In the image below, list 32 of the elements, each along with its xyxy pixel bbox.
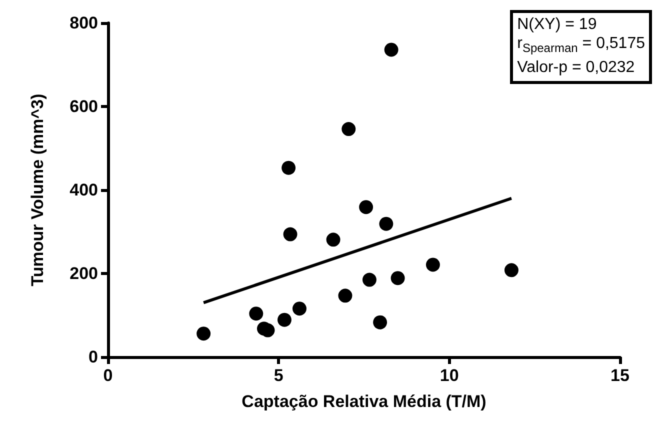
y-axis-title: Tumour Volume (mm^3) [28,94,47,286]
point [338,288,352,303]
point [342,122,356,136]
point [359,200,374,214]
point [260,323,275,338]
annotation: N(XY) = 19 [517,16,597,33]
point [282,160,296,175]
x-tick-label: 15 [610,366,630,385]
annotation: r$_{Spearman}$ = 0,5175 [517,35,645,56]
x-axis-title: Captação Relativa Média (T/M) [242,392,486,411]
point [249,306,264,321]
annotation: Valor-p = 0,0232 [517,59,635,76]
y-tick-label: 800 [70,14,98,32]
x-tick-label: 5 [274,366,284,385]
point [379,216,394,231]
y-tick-label: 400 [70,180,98,200]
x-tick-label: 0 [103,366,113,385]
y-tick-label: 600 [70,97,98,116]
point [277,312,292,327]
point [196,326,211,341]
point [390,271,405,286]
point [326,232,340,247]
point [292,302,306,316]
x-tick-label: 10 [440,366,459,385]
point [362,272,376,287]
point [373,315,388,330]
point [426,258,440,272]
y-tick-label: 200 [70,264,98,283]
point [384,42,398,57]
point [283,227,298,242]
point [504,263,518,278]
y-tick-label: 0 [88,348,98,366]
